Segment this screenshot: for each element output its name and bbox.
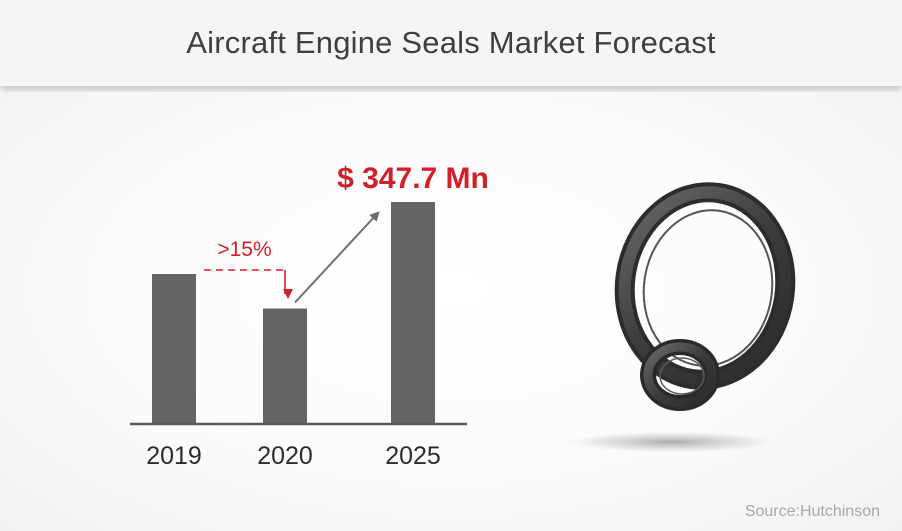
engine-seal-image	[564, 182, 796, 453]
source-credit: Source:Hutchinson	[744, 503, 880, 520]
header-banner: Aircraft Engine Seals Market Forecast	[0, 0, 902, 86]
small-ring	[643, 342, 717, 408]
bar-2025	[391, 202, 435, 424]
x-tick-label: 2020	[257, 442, 313, 470]
x-tick-label: 2019	[146, 442, 202, 470]
decline-annotation: >15%	[217, 238, 271, 261]
bar-chart: 2019 2020 2025 >15% $ 347.7 Mn	[130, 162, 796, 470]
content-area: 2019 2020 2025 >15% $ 347.7 Mn Source:Hutc…	[0, 92, 902, 531]
small-ring-inner-edge	[659, 357, 705, 395]
seal-shadow	[564, 431, 780, 453]
page-title: Aircraft Engine Seals Market Forecast	[186, 25, 716, 60]
bar-2020	[263, 308, 307, 424]
growth-arrow	[294, 211, 380, 304]
market-value-annotation: $ 347.7 Mn	[337, 162, 489, 195]
bar-2019	[152, 274, 196, 424]
x-tick-label: 2025	[385, 442, 441, 470]
large-ring	[618, 186, 792, 386]
large-ring-inner-edge	[642, 209, 774, 367]
